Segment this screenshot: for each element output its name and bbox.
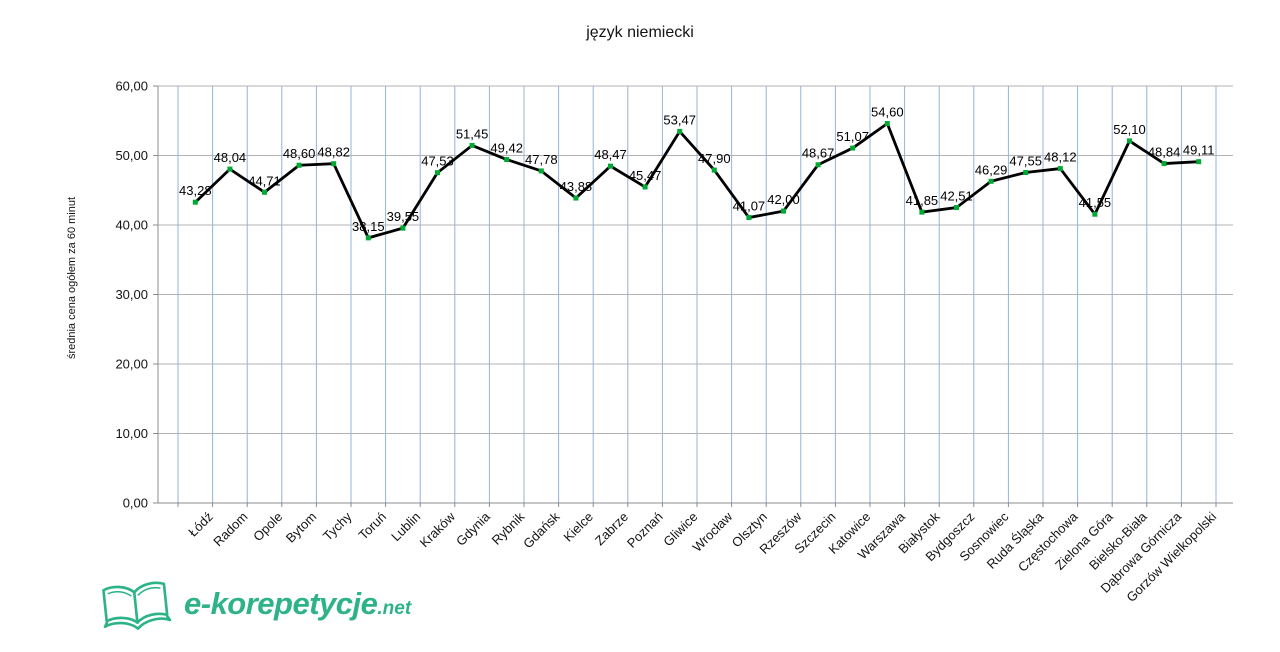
data-point-label: 47,90	[698, 151, 731, 166]
data-point-marker	[781, 208, 786, 214]
data-point-marker	[262, 189, 267, 195]
data-point-marker	[919, 209, 925, 215]
data-point-label: 43,28	[179, 183, 212, 198]
data-point-label: 46,29	[975, 162, 1008, 177]
data-point-label: 51,45	[456, 126, 489, 141]
data-point-marker	[469, 142, 475, 148]
data-point-marker	[711, 167, 717, 173]
data-point-marker	[954, 205, 959, 211]
data-point-label: 45,47	[629, 168, 662, 183]
data-point-label: 53,47	[663, 112, 696, 127]
data-point-marker	[331, 161, 337, 167]
y-axis-tick-label: 60,00	[115, 79, 148, 94]
data-point-marker	[1092, 211, 1098, 217]
logo-tld: .net	[377, 598, 412, 619]
data-point-marker	[988, 178, 994, 184]
data-point-marker	[365, 235, 371, 241]
data-line	[194, 122, 1199, 240]
y-axis-tick-label: 30,00	[115, 287, 148, 302]
data-point-label: 49,42	[490, 141, 523, 156]
data-point-marker	[400, 225, 406, 231]
data-point-marker	[1161, 161, 1167, 167]
data-point-marker	[1023, 170, 1029, 176]
data-point-marker	[504, 157, 510, 163]
data-point-marker	[746, 215, 752, 221]
e-korepetycje-logo: e-korepetycje.net	[90, 576, 490, 642]
data-point-label: 48,47	[594, 147, 627, 162]
data-point-label: 47,53	[421, 154, 454, 169]
data-point-label: 44,71	[248, 173, 281, 188]
data-point-label: 48,04	[214, 150, 247, 165]
data-point-label: 41,85	[906, 193, 939, 208]
data-point-label: 54,60	[871, 105, 904, 120]
data-point-marker	[538, 168, 544, 174]
data-point-marker	[815, 162, 821, 168]
data-point-label: 42,00	[767, 192, 800, 207]
data-point-label: 52,10	[1113, 122, 1146, 137]
data-point-marker	[677, 128, 683, 134]
data-point-marker	[850, 145, 856, 151]
y-axis-title: średnia cena ogółem za 60 minut	[66, 196, 78, 360]
data-point-label: 51,07	[836, 129, 869, 144]
data-point-label: 42,51	[940, 189, 973, 204]
y-axis-tick-label: 20,00	[115, 357, 148, 372]
y-axis-tick-label: 50,00	[115, 148, 148, 163]
data-point-label: 41,07	[733, 199, 766, 214]
data-point-marker	[1057, 166, 1063, 172]
y-axis-tick-label: 0,00	[123, 496, 148, 511]
data-point-label: 48,60	[283, 146, 316, 161]
data-point-label: 47,55	[1009, 154, 1042, 169]
y-axis-tick-label: 40,00	[115, 218, 148, 233]
data-point-marker	[192, 199, 198, 205]
data-point-marker	[296, 162, 302, 168]
chart-title: język niemiecki	[586, 24, 694, 41]
data-point-label: 48,12	[1044, 150, 1077, 165]
data-point-label: 48,67	[802, 146, 835, 161]
data-point-marker	[1127, 138, 1132, 144]
data-point-marker	[884, 121, 890, 127]
data-point-label: 39,55	[387, 209, 420, 224]
logo-text: e-korepetycje.net	[184, 586, 411, 622]
data-point-label: 48,82	[317, 145, 350, 160]
data-point-label: 47,78	[525, 152, 558, 167]
data-point-marker	[642, 184, 648, 190]
data-point-label: 38,15	[352, 219, 385, 234]
data-point-marker	[573, 195, 579, 201]
data-point-label: 48,84	[1148, 145, 1181, 160]
y-axis-tick-label: 10,00	[115, 426, 148, 441]
data-point-marker	[608, 163, 613, 169]
data-point-label: 41,55	[1079, 195, 1112, 210]
data-point-label: 43,88	[560, 179, 593, 194]
open-book-icon	[102, 581, 172, 630]
logo-name: e-korepetycje	[184, 586, 378, 621]
data-point-marker	[1196, 159, 1202, 165]
data-point-marker	[227, 166, 233, 172]
data-point-marker	[435, 170, 440, 176]
data-point-label: 49,11	[1183, 143, 1215, 158]
